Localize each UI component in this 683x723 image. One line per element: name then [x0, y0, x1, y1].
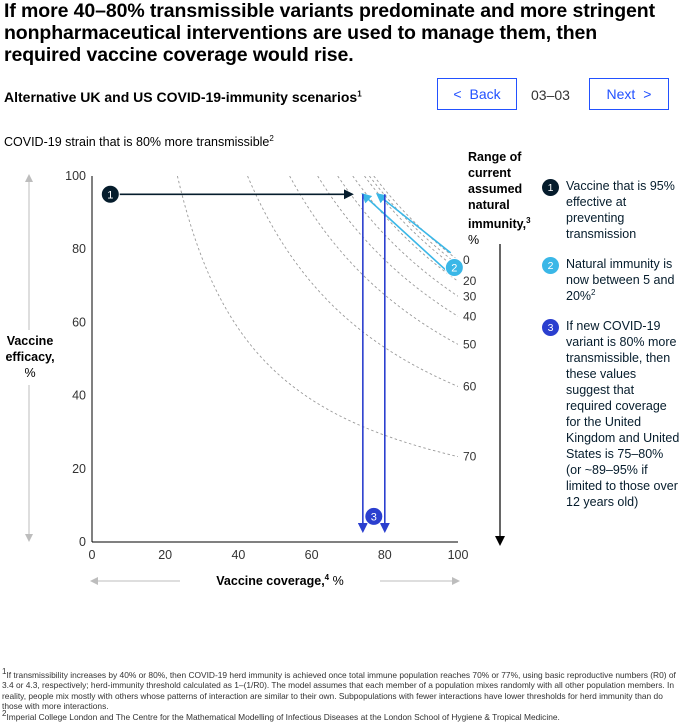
strain-label: COVID-19 strain that is 80% more transmi… [4, 133, 274, 149]
x-tick-label: 80 [378, 548, 392, 562]
immunity-range-title: Range of current assumed natural immunit… [468, 149, 538, 248]
back-button-label: Back [469, 86, 501, 102]
chart-subtitle: Alternative UK and US COVID-19-immunity … [4, 89, 362, 105]
footnote-mark: 2 [2, 708, 7, 718]
headline: If more 40–80% transmissible variants pr… [4, 0, 656, 66]
x-axis-title: Vaccine coverage,4 % [216, 573, 344, 589]
footnote-text: Imperial College London and The Centre f… [6, 711, 560, 722]
chevron-right-icon: > [643, 86, 652, 102]
immunity-curve [364, 176, 458, 270]
marker-number: 2 [451, 263, 457, 275]
y-tick-label: 20 [72, 462, 86, 476]
marker-circle [100, 184, 120, 204]
scenario-marker-3: 3 [364, 506, 384, 526]
y-tick-label: 60 [72, 315, 86, 329]
legend-item-3: 3 If new COVID-19 variant is 80% more tra… [540, 318, 680, 510]
immunity-curve-label: 0 [463, 253, 470, 267]
next-button-label: Next [606, 86, 636, 102]
footnote: 1If transmissibility increases by 40% or… [2, 667, 682, 712]
next-button[interactable]: Next > [589, 78, 669, 110]
page-indicator: 03–03 [531, 87, 570, 103]
x-tick-label: 0 [89, 548, 96, 562]
y-axis-unit: % [24, 366, 36, 380]
scenario-marker-2: 2 [444, 258, 464, 277]
immunity-range-unit: % [468, 233, 480, 248]
immunity-curve-label: 50 [463, 337, 477, 351]
immunity-curve-label: 30 [463, 289, 477, 303]
x-axis-footnote-mark: 4 [324, 573, 330, 582]
strain-footnote-mark: 2 [269, 133, 274, 143]
immunity-curve [176, 176, 458, 458]
y-axis-title: Vaccine efficacy,% [5, 334, 55, 380]
immunity-curve [352, 176, 458, 282]
legend-badge: 3 [542, 319, 559, 336]
legend-badge: 2 [542, 257, 559, 274]
legend: 1 Vaccine that is 95% effective at preven… [540, 178, 680, 524]
immunity-curve-label: 40 [463, 309, 477, 323]
immunity-curve [337, 176, 458, 297]
x-tick-label: 40 [231, 548, 245, 562]
y-tick-label: 0 [79, 535, 86, 549]
immunity-curve [289, 176, 458, 345]
chevron-left-icon: < [453, 86, 462, 102]
scenario-arrow [361, 192, 448, 272]
immunity-curve [369, 176, 458, 265]
immunity-curve-label: 20 [463, 274, 477, 288]
x-tick-label: 60 [305, 548, 319, 562]
immunity-curve [317, 176, 458, 317]
footnote-text: If transmissibility increases by 40% or … [2, 670, 676, 712]
immunity-curve-label: 60 [463, 379, 477, 393]
immunity-curve [373, 176, 458, 261]
scenario-marker-1: 1 [100, 184, 120, 204]
y-tick-label: 80 [72, 242, 86, 256]
legend-item-2: 2 Natural immunity is now between 5 and 2… [540, 256, 680, 304]
marker-circle [364, 506, 384, 526]
immunity-curve-label: 70 [463, 450, 477, 464]
marker-number: 1 [107, 189, 113, 201]
x-tick-label: 100 [448, 548, 469, 562]
y-tick-label: 100 [65, 169, 86, 183]
legend-text: Vaccine that is 95% effective at prevent… [566, 179, 675, 241]
footnotes: 1If transmissibility increases by 40% or… [2, 667, 682, 722]
y-tick-label: 40 [72, 389, 86, 403]
marker-circle [444, 258, 464, 277]
footnote: 2Imperial College London and The Centre … [2, 708, 682, 722]
legend-badge: 1 [542, 179, 559, 196]
subtitle-footnote-mark: 1 [357, 89, 362, 99]
legend-item-1: 1 Vaccine that is 95% effective at preven… [540, 178, 680, 242]
x-tick-label: 20 [158, 548, 172, 562]
legend-footnote-mark: 2 [591, 287, 596, 297]
back-button[interactable]: < Back [437, 78, 517, 110]
marker-number: 3 [371, 511, 377, 523]
footnote-mark: 1 [2, 667, 7, 677]
range-footnote-mark: 3 [526, 216, 531, 225]
immunity-curve [247, 176, 458, 387]
x-axis-unit: % [332, 574, 344, 589]
scenario-arrow [375, 193, 452, 254]
legend-text: If new COVID-19 variant is 80% more tran… [566, 319, 680, 509]
legend-text: Natural immunity is now between 5 and 20… [566, 257, 675, 303]
